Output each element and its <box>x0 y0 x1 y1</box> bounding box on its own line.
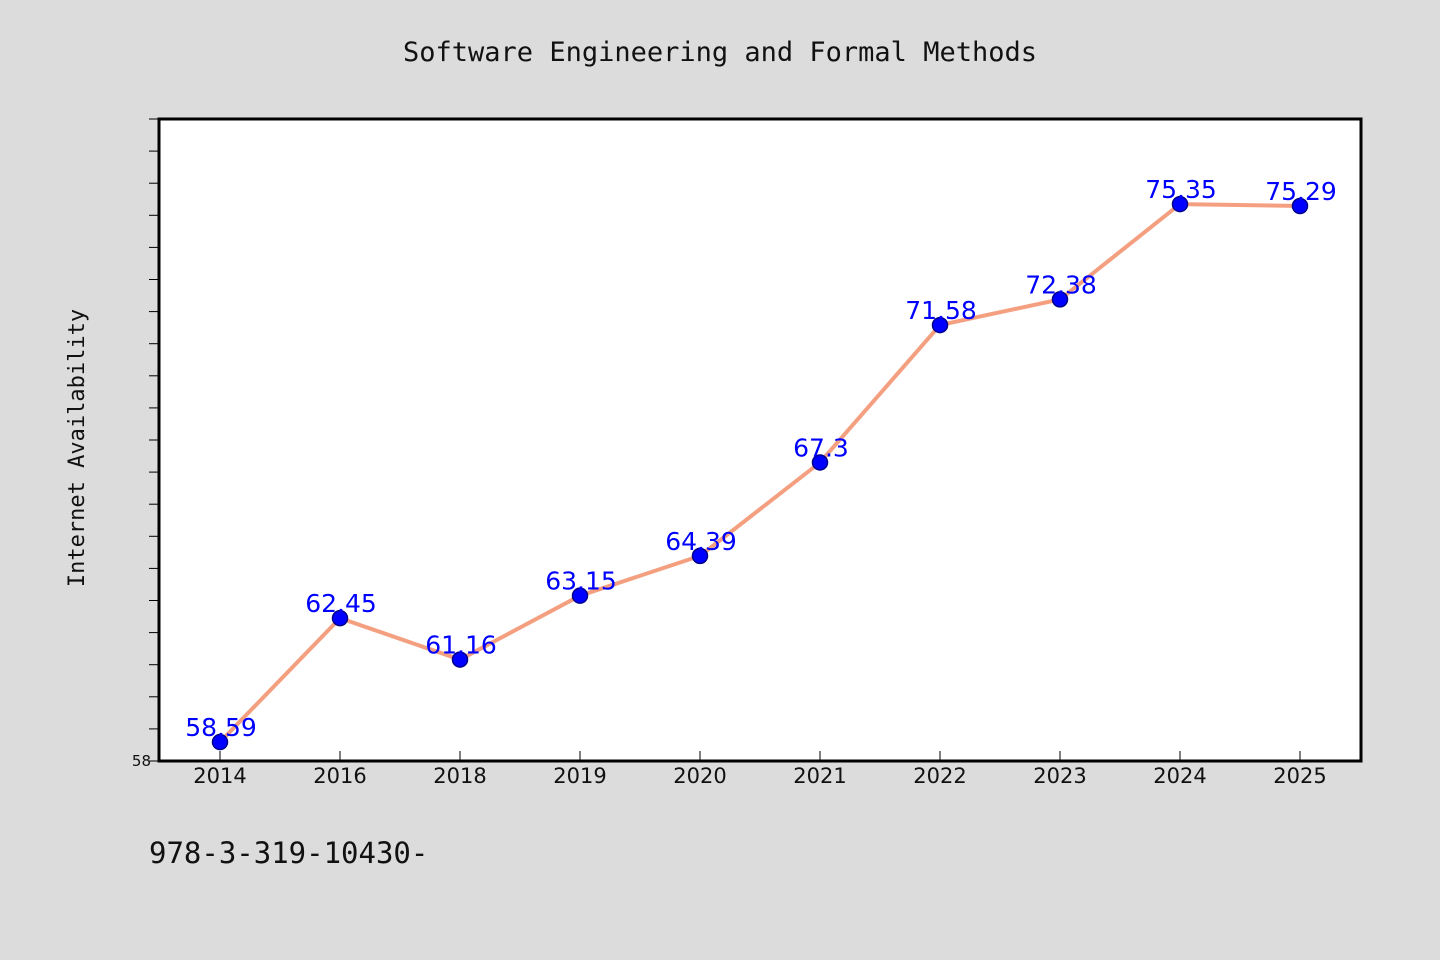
data-label: 64.39 <box>665 527 737 556</box>
data-label: 58.59 <box>185 713 257 742</box>
data-point-marker <box>1051 291 1069 308</box>
data-label: 61.16 <box>425 631 497 660</box>
x-axis-ticks: 2014 2016 2018 2019 2020 2021 2022 2023 2024 2025 <box>193 751 1327 788</box>
series-layer <box>211 195 1309 751</box>
data-point-marker <box>1171 195 1189 213</box>
y-axis-ticks: 58 <box>132 118 159 770</box>
x-tick-label: 2022 <box>913 764 966 788</box>
data-label: 72.38 <box>1025 270 1097 299</box>
x-tick-label: 2025 <box>1273 764 1326 788</box>
data-label: 62.45 <box>305 589 377 618</box>
x-tick-label: 2014 <box>193 764 246 788</box>
chart-title: Software Engineering and Formal Methods <box>403 37 1037 68</box>
data-point-marker <box>451 651 469 668</box>
x-tick-label: 2016 <box>313 764 366 788</box>
x-tick-label: 2020 <box>673 764 726 788</box>
y-tick-label: 58 <box>132 752 151 770</box>
data-label: 75.29 <box>1265 177 1337 206</box>
x-tick-label: 2019 <box>553 764 606 788</box>
data-point-marker <box>691 547 709 565</box>
data-label: 71.58 <box>905 296 977 325</box>
data-point-marker <box>331 609 349 627</box>
data-label: 75.35 <box>1145 175 1217 204</box>
x-tick-label: 2021 <box>793 764 846 788</box>
x-tick-label: 2018 <box>433 764 486 788</box>
data-point-marker <box>211 733 229 751</box>
x-tick-label: 2023 <box>1033 764 1086 788</box>
x-tick-label: 2024 <box>1153 764 1206 788</box>
data-point-marker <box>1291 197 1309 215</box>
data-label: 63.15 <box>545 567 617 596</box>
data-point-marker <box>931 316 949 334</box>
footnote-text: 978-3-319-10430- <box>149 836 428 870</box>
data-point-marker <box>571 587 589 604</box>
y-axis-label: Internet Availability <box>65 309 90 587</box>
data-labels-layer: 58.59 62.45 61.16 63.15 64.39 67.3 71.58 72.38 7… <box>185 175 1337 742</box>
plot-area <box>157 117 1363 763</box>
data-label: 67.3 <box>793 433 849 462</box>
series-line <box>218 202 1302 745</box>
data-point-marker <box>811 454 829 471</box>
